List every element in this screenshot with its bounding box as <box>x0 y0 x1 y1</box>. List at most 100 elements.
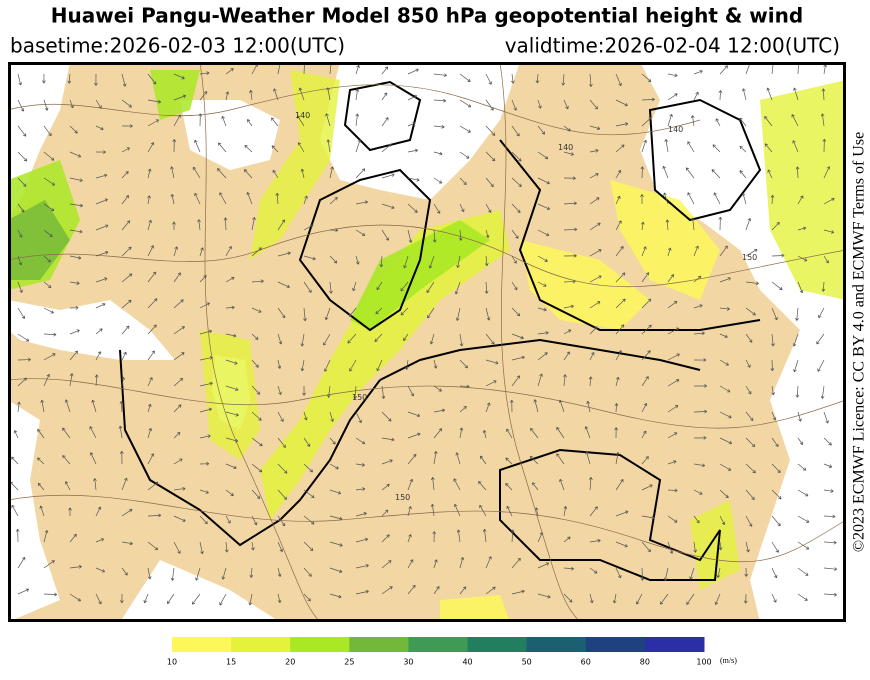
wind-arrow <box>303 224 314 231</box>
wind-arrow <box>324 359 331 372</box>
wind-arrow <box>660 593 669 605</box>
wind-arrow <box>745 515 753 527</box>
wind-arrow <box>407 432 421 439</box>
contour-label: 140 <box>295 111 310 120</box>
wind-arrow <box>615 510 629 517</box>
wind-arrow <box>173 299 184 309</box>
wind-arrow <box>407 177 420 182</box>
wind-shading <box>690 500 740 590</box>
wind-arrow <box>191 593 201 605</box>
wind-arrow <box>485 99 494 111</box>
wind-arrow <box>589 99 598 110</box>
wind-arrow <box>689 567 695 580</box>
wind-arrow <box>615 479 624 491</box>
wind-arrow <box>173 404 182 413</box>
wind-arrow <box>277 437 286 448</box>
wind-arrow <box>147 142 155 153</box>
wind-arrow <box>615 73 622 87</box>
wind-arrow <box>563 125 571 132</box>
wind-arrow <box>329 593 342 599</box>
wind-arrow <box>588 477 593 491</box>
wind-arrow <box>485 402 491 413</box>
wind-arrow <box>119 401 124 413</box>
wind-arrow <box>353 385 357 400</box>
wind-arrow <box>745 437 756 448</box>
wind-arrow <box>277 333 283 345</box>
wind-arrow <box>17 255 23 266</box>
wind-shading <box>8 200 70 280</box>
wind-arrow <box>17 307 25 319</box>
wind-arrow <box>91 399 97 413</box>
wind-arrow <box>251 515 258 526</box>
wind-arrow <box>147 219 152 231</box>
wind-arrow <box>173 352 185 361</box>
wind-arrow <box>303 437 311 447</box>
wind-arrow <box>667 379 680 387</box>
wind-arrow <box>95 173 108 179</box>
wind-arrow <box>563 536 571 543</box>
wind-arrow <box>11 504 19 517</box>
wind-arrow <box>407 229 413 243</box>
wind-arrow <box>225 437 239 443</box>
wind-arrow <box>771 385 775 396</box>
wind-arrow <box>69 281 80 285</box>
wind-arrow <box>194 192 201 205</box>
wind-arrow <box>433 586 440 595</box>
wind-arrow <box>62 455 71 465</box>
wind-arrow <box>121 325 130 335</box>
wind-arrow <box>663 192 669 205</box>
wind-arrow <box>589 593 594 604</box>
wind-arrow <box>325 113 331 127</box>
colorbar-segment <box>408 637 469 652</box>
wind-arrow <box>277 567 282 577</box>
wind-arrow <box>251 489 261 499</box>
wind-arrow <box>485 556 492 569</box>
wind-arrow <box>407 534 412 543</box>
wind-arrow <box>121 541 133 546</box>
wind-arrow <box>537 593 551 599</box>
wind-arrow <box>121 124 133 128</box>
wind-arrow <box>93 478 97 491</box>
wind-arrow <box>667 432 678 439</box>
wind-arrow <box>405 359 409 370</box>
wind-arrow <box>249 567 254 578</box>
wind-arrow <box>173 114 181 127</box>
wind-arrow <box>823 197 835 205</box>
wind-arrow <box>614 427 618 439</box>
wind-arrow <box>485 151 496 162</box>
wind-arrow <box>511 229 519 239</box>
wind-arrow <box>303 541 314 552</box>
contours <box>119 80 762 581</box>
wind-arrow <box>667 460 677 465</box>
wind-arrow <box>42 73 46 84</box>
wind-arrow <box>173 458 183 465</box>
wind-arrow <box>615 169 622 179</box>
wind-arrow <box>511 333 524 340</box>
wind-arrow <box>69 229 83 234</box>
wind-arrow <box>68 507 72 517</box>
wind-arrow <box>147 513 162 518</box>
wind-arrow <box>771 333 775 347</box>
wind-arrow <box>641 515 655 520</box>
wind-arrow <box>797 489 809 497</box>
wind-arrow <box>251 463 263 473</box>
wind-arrow <box>615 246 624 257</box>
wind-arrow <box>589 249 602 257</box>
wind-arrow <box>43 530 49 543</box>
wind-arrow <box>511 375 521 387</box>
wind-arrow <box>121 99 132 108</box>
wind-arrow <box>17 357 31 362</box>
wind-arrow <box>199 356 213 361</box>
colorbar: 10 15 20 25 30 40 50 60 80 100 <box>167 637 712 667</box>
wind-arrow <box>172 221 176 231</box>
wind-arrow <box>797 541 810 550</box>
wind-arrow <box>797 195 804 205</box>
wind-arrow <box>348 307 357 318</box>
wind-arrow <box>693 275 702 283</box>
colorbar-segment <box>290 637 350 652</box>
wind-arrow <box>173 272 181 283</box>
wind-arrow <box>198 113 203 127</box>
wind-arrow <box>251 541 255 551</box>
wind-arrow <box>615 350 622 361</box>
